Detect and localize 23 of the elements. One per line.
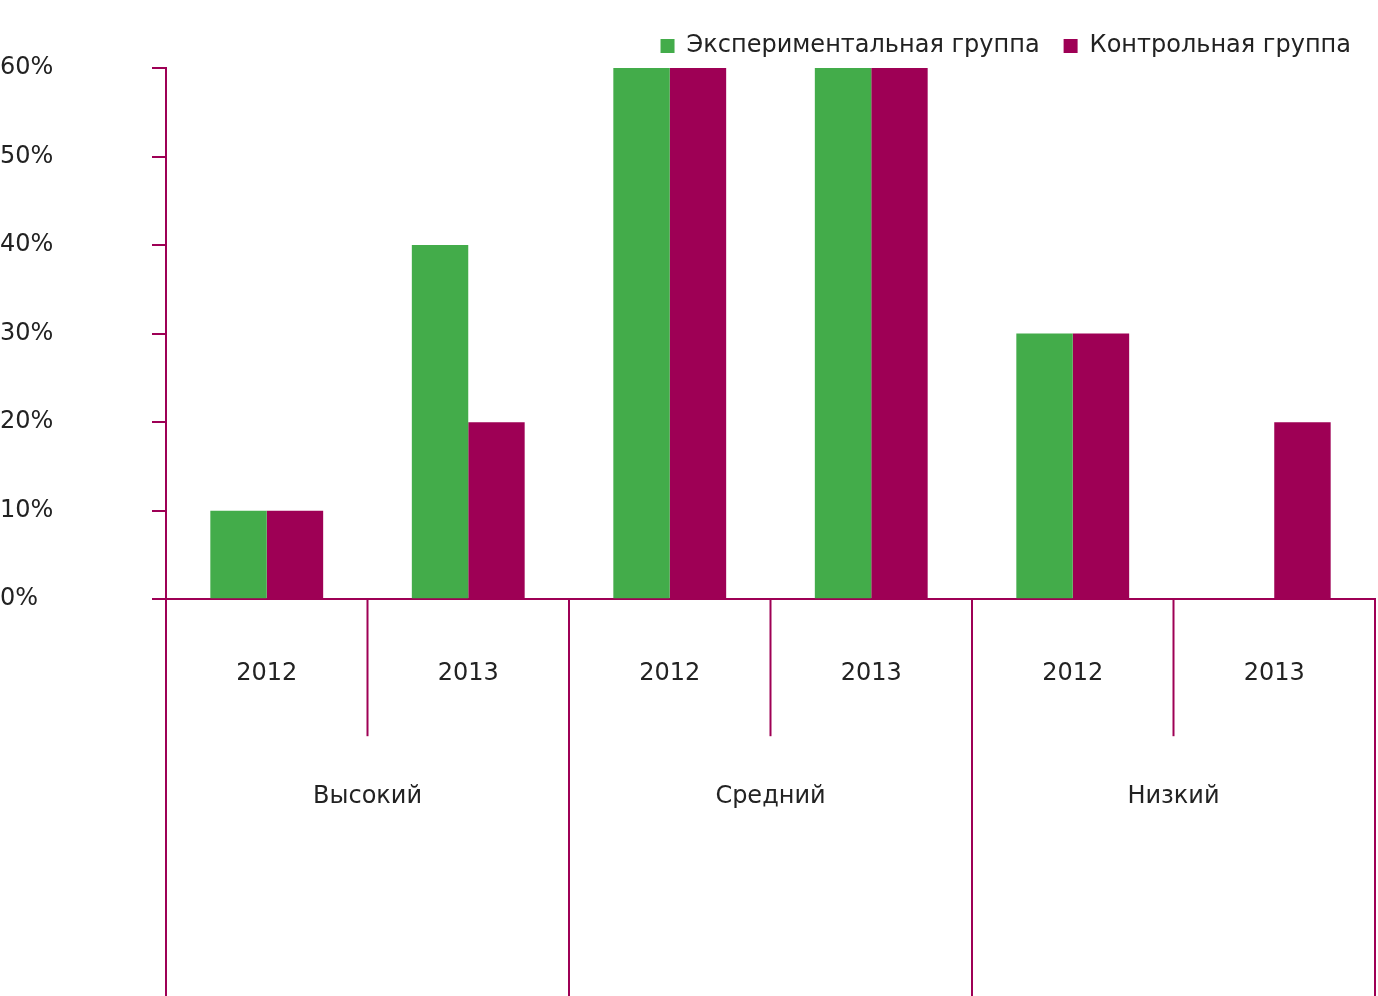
y-tick-label: 50% [0, 140, 54, 169]
x-tick-label: 2013 [1243, 657, 1305, 686]
x-tick-label: 2013 [437, 657, 499, 686]
text: Низкий [1127, 781, 1220, 810]
x-tick-label: 2012 [639, 657, 701, 686]
y-tick-label: 60% [0, 52, 54, 81]
y-tick-label: 30% [0, 317, 54, 346]
y-tick-label: 40% [0, 229, 54, 258]
y-tick-label: 10% [0, 494, 54, 523]
x-tick-label: 2012 [236, 657, 298, 686]
legend-label: Контрольная группа [1089, 30, 1352, 59]
bar [210, 510, 267, 599]
x-tick-label: 2012 [1042, 657, 1104, 686]
bar [1016, 333, 1073, 599]
y-tick-label: 0% [0, 583, 39, 612]
x-tick-label: 2013 [840, 657, 902, 686]
bar [411, 245, 469, 599]
y-tick-label: 20% [0, 406, 54, 435]
text: Средний [715, 781, 826, 810]
bar [814, 68, 872, 599]
bar [613, 68, 670, 599]
legend-label: Экспериментальная группа [686, 30, 1040, 59]
text: Высокий [313, 781, 422, 810]
